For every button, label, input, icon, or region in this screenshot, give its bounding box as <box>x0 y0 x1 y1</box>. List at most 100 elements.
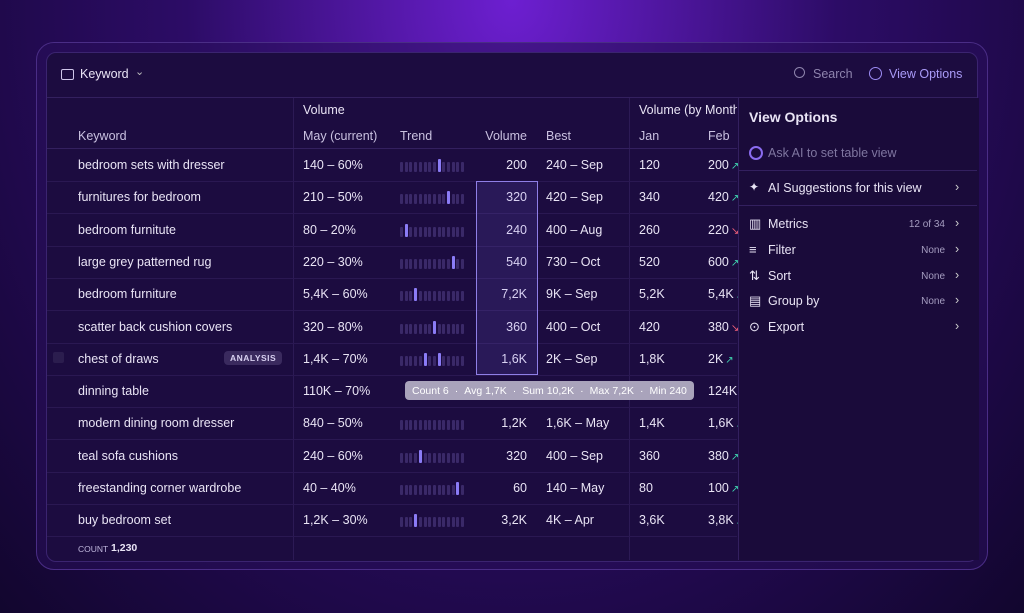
trend-bar <box>461 485 465 495</box>
jan: 5,2K <box>639 287 665 302</box>
may-volume: 1,4K – 70% <box>303 351 368 366</box>
may-volume: 40 – 40% <box>303 481 356 495</box>
menu-item[interactable]: Group by <box>768 294 820 309</box>
jan: 1,4K <box>639 416 665 431</box>
volume: 240 <box>506 222 527 237</box>
trend-bar <box>400 485 403 495</box>
separator: · <box>512 384 517 397</box>
menu-item[interactable]: Filter <box>768 242 796 257</box>
may-volume: 80 – 20% <box>303 222 356 237</box>
may-volume: 110K – 70% <box>303 384 371 399</box>
ask-ai-input[interactable]: Ask AI to set table view <box>768 146 897 160</box>
trend-bar <box>447 517 450 528</box>
trend-bar <box>404 323 408 334</box>
menu-icon: ⇅ <box>749 267 760 283</box>
trend-bar <box>447 452 450 463</box>
tooltip-stat: Max 7,2K <box>589 384 635 397</box>
chevron: ⌄ <box>135 66 145 78</box>
trend-bar <box>418 517 422 528</box>
best: 400 – Aug <box>546 222 603 237</box>
trend-bar <box>442 420 446 431</box>
menu-item[interactable]: Metrics <box>768 217 809 231</box>
search-icon <box>794 67 805 78</box>
trend-bar <box>432 485 436 495</box>
trend-arrow: ↗ <box>730 484 740 495</box>
jan: 520 <box>639 254 660 269</box>
trend-bar <box>437 485 441 495</box>
feb: 380 ↘ <box>708 319 740 334</box>
options-icon <box>869 67 882 80</box>
search[interactable]: Search <box>813 67 853 81</box>
best: 4K – Apr <box>546 513 594 528</box>
trend-bar <box>428 258 432 269</box>
trend-bar <box>461 517 465 528</box>
keyword[interactable]: buy bedroom set <box>78 513 172 528</box>
volume: 60 <box>513 481 527 495</box>
trend-bar <box>447 258 450 269</box>
keyword[interactable]: bedroom furnitute <box>78 222 176 237</box>
trend-bar <box>451 485 455 495</box>
trend-bar <box>432 194 436 205</box>
trend-bar <box>456 162 460 172</box>
volume: 7,2K <box>501 287 527 302</box>
panel-divider <box>739 170 977 171</box>
best: 400 – Oct <box>546 319 601 334</box>
keyword[interactable]: teal sofa cushions <box>78 448 179 463</box>
panel-title: View Options <box>749 109 838 125</box>
trend-bar <box>404 355 408 366</box>
trend-bar <box>428 517 432 528</box>
group-divider <box>629 98 630 560</box>
menu-icon: ▤ <box>749 293 762 309</box>
keyword[interactable]: dinning table <box>78 384 149 399</box>
menu-item[interactable]: Export <box>768 320 805 335</box>
trend-bar <box>428 323 432 334</box>
jan: 360 <box>639 448 660 463</box>
keyword[interactable]: freestanding corner wardrobe <box>78 481 242 495</box>
separator: · <box>454 384 459 397</box>
trend-bar <box>447 420 450 431</box>
trend-bar <box>461 194 465 205</box>
keyword[interactable]: scatter back cushion covers <box>78 319 233 334</box>
may-volume: 1,2K – 30% <box>303 513 368 528</box>
menu-item[interactable]: Sort <box>768 268 791 283</box>
jan: 80 <box>639 481 653 495</box>
trend-arrow: ↘ <box>730 225 740 237</box>
keyword[interactable]: bedroom furniture <box>78 287 177 302</box>
keyword[interactable]: bedroom sets with dresser <box>78 158 225 172</box>
keyword[interactable]: modern dining room dresser <box>78 416 235 431</box>
trend-bar <box>423 420 427 431</box>
trend-bar <box>414 288 418 302</box>
may-volume: 220 – 30% <box>303 254 363 269</box>
volume: 3,2K <box>501 513 527 528</box>
row-divider <box>47 439 737 441</box>
trend-bar <box>423 226 427 237</box>
trend-bar <box>442 485 446 495</box>
jan: 340 <box>639 190 660 205</box>
row-divider <box>47 342 737 344</box>
tooltip-stat: Count 6 <box>412 384 449 397</box>
trend-bar <box>418 485 422 495</box>
trend-bar <box>432 452 436 463</box>
trend-bar <box>418 323 422 334</box>
view-options-button[interactable]: View Options <box>889 67 963 81</box>
trend-arrow: ↗ <box>730 451 740 463</box>
column-header: Trend <box>400 129 433 143</box>
trend-bar <box>400 226 403 237</box>
analysis-badge[interactable]: ANALYSIS <box>224 351 283 365</box>
volume: 1,6K <box>501 351 527 366</box>
trend-bar <box>447 162 450 172</box>
best: 2K – Sep <box>546 351 598 366</box>
trend-bar <box>437 291 441 302</box>
keyword[interactable]: furnitures for bedroom <box>78 190 201 205</box>
keyword[interactable]: chest of draws <box>78 351 159 366</box>
trend-bar <box>461 258 465 269</box>
trend-bar <box>400 162 403 172</box>
chevron: › <box>955 319 960 334</box>
feb: 220 ↘ <box>708 222 740 237</box>
ai-suggestions[interactable]: AI Suggestions for this view <box>768 181 922 195</box>
view-selector[interactable]: Keyword <box>80 67 129 81</box>
trend-bar <box>404 223 408 237</box>
keyword[interactable]: large grey patterned rug <box>78 254 212 269</box>
may-volume: 210 – 50% <box>303 190 363 205</box>
